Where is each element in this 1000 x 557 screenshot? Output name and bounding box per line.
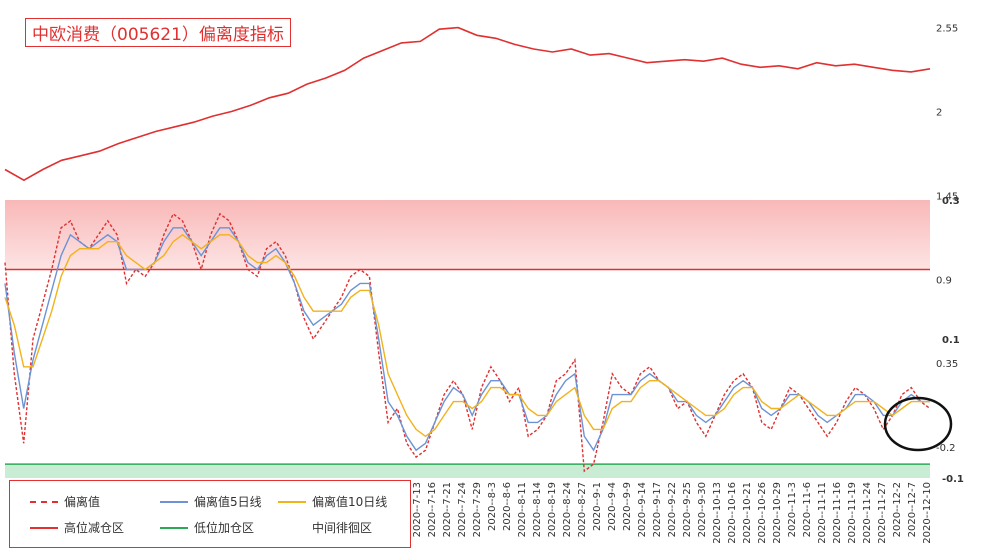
x-tick-label: 2020--10-13 [712, 482, 723, 544]
series-line-s3 [4, 233, 930, 438]
legend-swatch [30, 500, 58, 503]
x-tick-label: 2020--8-19 [547, 482, 558, 537]
high-zone [5, 200, 930, 270]
deviation-tick-label: 0.1 [942, 335, 960, 346]
x-tick-label: 2020--11-6 [802, 482, 813, 537]
right-tick-label: -0.2 [936, 443, 956, 454]
x-tick-label: 2020--8-27 [577, 482, 588, 537]
legend-item-5day: 偏离值5日线 [160, 493, 262, 510]
x-tick-label: 2020--9-14 [637, 482, 648, 537]
x-tick-label: 2020--11-19 [847, 482, 858, 544]
legend-label: 偏离值 [64, 495, 101, 509]
right-tick-label: 2 [936, 108, 942, 119]
x-tick-label: 2020--7-24 [457, 482, 468, 537]
x-tick-label: 2020--12-7 [907, 482, 918, 537]
legend-item-mid-zone: 中间徘徊区 [278, 519, 372, 536]
x-tick-label: 2020--12-2 [892, 482, 903, 537]
legend-item-deviation: 偏离值 [30, 493, 100, 510]
legend-item-high-zone: 高位减仓区 [30, 519, 124, 536]
zones [5, 200, 930, 478]
legend-label: 低位加仓区 [194, 521, 255, 535]
low-zone [5, 464, 930, 478]
x-tick-label: 2020--8-14 [532, 482, 543, 537]
legend: 偏离值 偏离值5日线 偏离值10日线 高位减仓区 低位加仓区 中间徘徊区 [9, 480, 411, 548]
x-tick-label: 2020--7-21 [442, 482, 453, 537]
x-tick-label: 2020--9-30 [697, 482, 708, 537]
series-line-s1 [4, 212, 931, 473]
chart-title: 中欧消费（005621）偏离度指标 [25, 18, 291, 47]
legend-swatch [160, 500, 188, 503]
legend-swatch [278, 527, 306, 529]
x-tick-label: 2020--9-4 [607, 482, 618, 531]
legend-label: 中间徘徊区 [312, 521, 373, 535]
legend-label: 偏离值10日线 [312, 495, 388, 509]
legend-swatch [160, 526, 188, 529]
legend-item-10day: 偏离值10日线 [278, 493, 387, 510]
x-tick-label: 2020--11-16 [832, 482, 843, 544]
right-tick-label: 0.9 [936, 275, 952, 286]
right-tick-label: 2.55 [936, 24, 958, 35]
x-tick-label: 2020--11-27 [877, 482, 888, 544]
x-tick-label: 2020--8-11 [517, 482, 528, 537]
x-tick-label: 2020--8-3 [487, 482, 498, 531]
x-tick-label: 2020--7-29 [472, 482, 483, 537]
legend-label: 偏离值5日线 [194, 495, 262, 509]
legend-swatch [278, 500, 306, 503]
x-tick-label: 2020--9-25 [682, 482, 693, 537]
series-line-nav [4, 26, 931, 182]
x-tick-label: 2020--9-1 [592, 482, 603, 531]
deviation-tick-label: 0.3 [942, 196, 960, 207]
x-tick-label: 2020--12-10 [922, 482, 933, 544]
legend-label: 高位减仓区 [64, 521, 125, 535]
legend-swatch [30, 526, 58, 529]
x-tick-label: 2020--8-24 [562, 482, 573, 537]
x-tick-label: 2020--10-26 [757, 482, 768, 544]
x-tick-label: 2020--11-3 [787, 482, 798, 537]
x-tick-label: 2020--9-9 [622, 482, 633, 531]
x-tick-label: 2020--10-29 [772, 482, 783, 544]
series-lines [4, 26, 931, 473]
right-tick-label: 1.45 [936, 191, 958, 202]
legend-item-low-zone: 低位加仓区 [160, 519, 254, 536]
right-tick-label: 0.35 [936, 359, 958, 370]
x-tick-label: 2020--8-6 [502, 482, 513, 531]
x-tick-label: 2020--11-11 [817, 482, 828, 544]
x-tick-label: 2020--9-22 [667, 482, 678, 537]
x-axis: 2020--7-13 2020--7-16 2020--7-21 2020--7-24… [412, 482, 933, 544]
x-tick-label: 2020--7-16 [427, 482, 438, 537]
highlight-circle [883, 396, 953, 452]
x-tick-label: 2020--7-13 [412, 482, 423, 537]
x-tick-label: 2020--11-24 [862, 482, 873, 544]
x-tick-label: 2020--10-16 [727, 482, 738, 544]
x-tick-label: 2020--9-17 [652, 482, 663, 537]
deviation-tick-label: -0.1 [942, 474, 964, 485]
x-tick-label: 2020--10-21 [742, 482, 753, 544]
right-axis: 2.55 2 1.45 0.9 0.35 -0.2 0.3 0.1 -0.1 [936, 24, 964, 485]
